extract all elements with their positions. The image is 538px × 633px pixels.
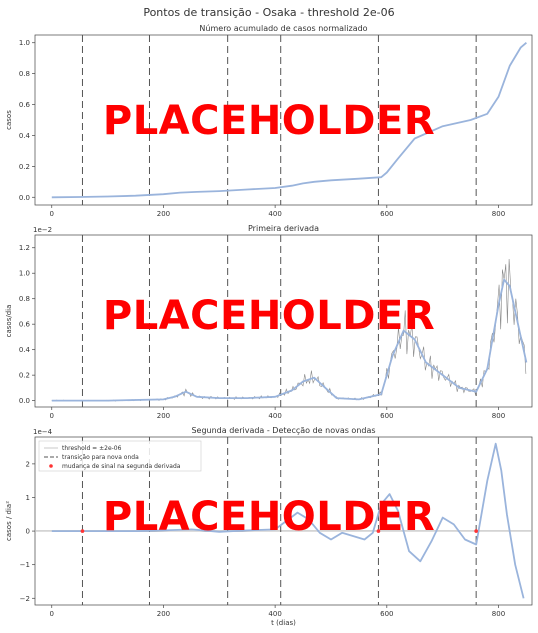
legend-box [38,440,202,472]
placeholder-overlay: PLACEHOLDER [102,494,436,540]
y-axis-label: casos/dia [5,305,13,338]
x-tick-label: 800 [492,412,505,420]
y-tick-label: −2 [20,595,30,603]
legend-label: threshold = ±2e-06 [62,445,122,452]
y-tick-label: 0.0 [19,194,30,202]
panel-first-derivative: Primeira derivada casos/dia 1e−2 0 200 400… [5,224,533,420]
series-line [51,278,528,402]
y-tick-label: −1 [20,561,30,569]
x-tick-label: 200 [157,610,170,618]
panel-title: Segunda derivada - Detecção de novas ond… [191,426,375,435]
y-tick-label: 0.8 [19,295,30,303]
x-tick-label: 600 [380,210,393,218]
panel-title: Primeira derivada [248,224,319,233]
y-tick-label: 1.2 [19,244,30,252]
x-tick-label: 200 [157,210,170,218]
y-tick-label: 1.0 [19,270,30,278]
panel-cumulative-cases: Número acumulado de casos normalizado ca… [5,24,533,218]
legend-sign-change-swatch [49,464,53,468]
y-tick-label: 0.2 [19,372,30,380]
y-axis-label: casos [5,110,13,130]
y-axis-offset-label: 1e−2 [33,226,52,234]
legend-label: mudança de sinal na segunda derivada [62,463,181,470]
x-tick-label: 0 [50,610,54,618]
y-tick-label: 1 [26,494,30,502]
y-tick-label: 0.4 [19,132,31,140]
x-tick-label: 400 [268,210,281,218]
y-tick-label: 0.4 [19,346,31,354]
x-tick-label: 800 [492,610,505,618]
x-axis-label: t (dias) [271,619,296,627]
panel-title: Número acumulado de casos normalizado [199,24,367,33]
y-axis-offset-label: 1e−4 [33,428,53,436]
series-line [51,442,525,599]
placeholder-overlay: PLACEHOLDER [102,293,436,339]
x-tick-label: 0 [50,412,54,420]
y-tick-label: 0.6 [19,101,31,109]
figure-title: Pontos de transição - Osaka - threshold … [143,6,394,19]
y-tick-label: 1.0 [19,39,30,47]
y-tick-label: 0.8 [19,70,30,78]
legend: threshold = ±2e-06 transição para nova o… [38,440,202,472]
x-tick-label: 600 [380,610,393,618]
x-tick-label: 800 [492,210,505,218]
plot-frame [34,34,533,206]
y-tick-label: 0.6 [19,321,31,329]
y-tick-label: 0.0 [19,397,30,405]
x-tick-label: 600 [380,412,393,420]
y-axis-label: casos / dia² [5,501,13,541]
x-tick-label: 200 [157,412,170,420]
y-tick-label: 0.2 [19,163,30,171]
placeholder-overlay: PLACEHOLDER [102,98,436,144]
y-tick-label: 0 [26,528,30,536]
legend-label: transição para nova onda [62,454,139,461]
y-tick-label: 2 [26,460,30,468]
x-tick-label: 400 [268,412,281,420]
sign-change-marker [376,529,381,533]
sign-change-marker [80,529,85,533]
x-tick-label: 0 [50,210,54,218]
x-tick-label: 400 [268,610,281,618]
sign-change-marker [474,529,478,533]
series-line [51,42,527,199]
panel-second-derivative: Segunda derivada - Detecção de novas ond… [5,426,533,627]
